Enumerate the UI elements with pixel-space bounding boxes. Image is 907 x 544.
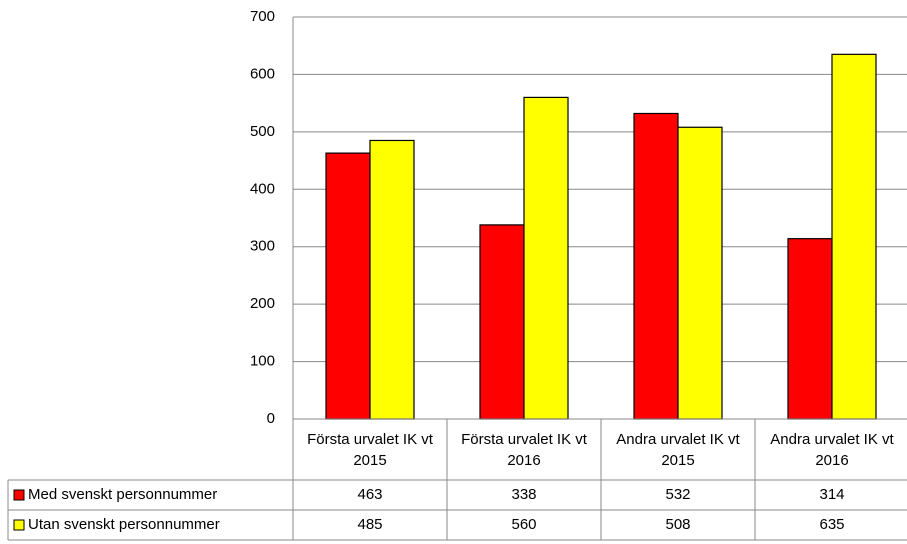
y-tick-label: 0: [267, 410, 275, 427]
bar: [369, 139, 415, 420]
x-tick-label: Andra urvalet IK vt 2015: [616, 430, 740, 469]
category-cell: Första urvalet IK vt 2015: [307, 430, 433, 469]
y-tick-label: 700: [250, 8, 275, 25]
table-value: 508: [665, 516, 690, 533]
legend-label: Med svenskt personnummer: [28, 486, 217, 503]
bar: [633, 112, 679, 420]
legend-swatch: [13, 519, 25, 531]
bar: [831, 53, 877, 420]
bar: [325, 152, 371, 420]
bar: [787, 238, 833, 420]
bar: [523, 96, 569, 420]
y-tick-label: 600: [250, 65, 275, 82]
y-tick-label: 100: [250, 353, 275, 370]
bar: [479, 224, 525, 420]
category-cell: Andra urvalet IK vt 2015: [616, 430, 740, 469]
bar: [677, 126, 723, 420]
x-tick-label: Första urvalet IK vt 2015: [307, 430, 433, 469]
table-value: 485: [357, 516, 382, 533]
table-value: 532: [665, 486, 690, 503]
table-value: 463: [357, 486, 382, 503]
x-tick-label: Första urvalet IK vt 2016: [461, 430, 587, 469]
y-tick-label: 200: [250, 295, 275, 312]
legend-swatch: [13, 489, 25, 501]
table-value: 635: [819, 516, 844, 533]
legend-label: Utan svenskt personnummer: [28, 516, 220, 533]
table-value: 338: [511, 486, 536, 503]
table-value: 560: [511, 516, 536, 533]
table-value: 314: [819, 486, 844, 503]
category-cell: Andra urvalet IK vt 2016: [770, 430, 894, 469]
x-tick-label: Andra urvalet IK vt 2016: [770, 430, 894, 469]
category-cell: Första urvalet IK vt 2016: [461, 430, 587, 469]
y-tick-label: 500: [250, 123, 275, 140]
y-tick-label: 300: [250, 238, 275, 255]
y-tick-label: 400: [250, 180, 275, 197]
